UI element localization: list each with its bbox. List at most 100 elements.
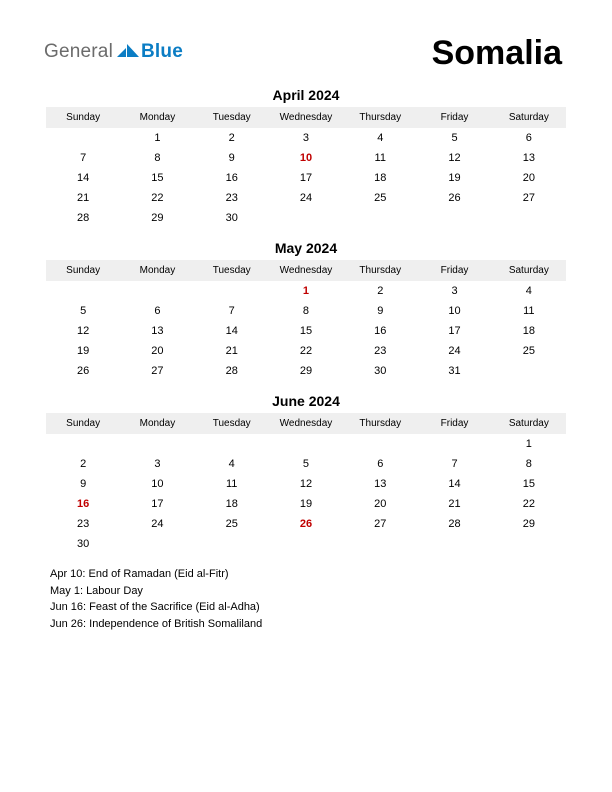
day-cell: 25 [492,341,566,361]
weekday-header: Sunday [46,413,120,434]
calendar-row: 2345678 [46,454,566,474]
calendar-row: 262728293031 [46,361,566,381]
calendar-row: 21222324252627 [46,188,566,208]
day-cell: 12 [46,321,120,341]
day-cell: 7 [195,301,269,321]
day-cell: 16 [195,168,269,188]
day-cell [195,434,269,454]
calendar-month: April 2024 SundayMondayTuesdayWednesdayTh… [46,87,566,228]
day-cell: 21 [417,494,491,514]
calendar-row: 12131415161718 [46,321,566,341]
calendar-month: June 2024SundayMondayTuesdayWednesdayThu… [46,393,566,554]
day-cell: 19 [46,341,120,361]
day-cell [269,434,343,454]
calendar-month: May 2024SundayMondayTuesdayWednesdayThur… [46,240,566,381]
day-cell [120,281,194,301]
weekday-header: Saturday [492,107,566,128]
day-cell [417,434,491,454]
day-cell: 11 [343,148,417,168]
page-header: General Blue Somalia [44,34,568,73]
day-cell: 8 [492,454,566,474]
day-cell-holiday: 10 [269,148,343,168]
day-cell: 29 [269,361,343,381]
day-cell: 15 [492,474,566,494]
weekday-header: Monday [120,260,194,281]
calendar-row: 9101112131415 [46,474,566,494]
day-cell: 30 [343,361,417,381]
holidays-list: Apr 10: End of Ramadan (Eid al-Fitr)May … [44,566,568,632]
calendar-row: 1 [46,434,566,454]
weekday-header: Thursday [343,413,417,434]
day-cell [343,208,417,228]
month-title: May 2024 [46,240,566,256]
day-cell: 5 [417,128,491,148]
day-cell: 5 [46,301,120,321]
holiday-line: Apr 10: End of Ramadan (Eid al-Fitr) [50,566,568,583]
day-cell [195,281,269,301]
calendar-row: 123456 [46,128,566,148]
calendar-row: 282930 [46,208,566,228]
day-cell: 30 [46,534,120,554]
day-cell: 28 [46,208,120,228]
month-title: April 2024 [46,87,566,103]
day-cell: 30 [195,208,269,228]
day-cell: 18 [343,168,417,188]
day-cell: 22 [269,341,343,361]
day-cell: 14 [46,168,120,188]
day-cell: 14 [417,474,491,494]
day-cell: 2 [195,128,269,148]
day-cell: 13 [343,474,417,494]
month-title: June 2024 [46,393,566,409]
logo-arrow-icon [117,40,139,63]
day-cell: 25 [195,514,269,534]
day-cell: 26 [46,361,120,381]
weekday-header: Thursday [343,107,417,128]
day-cell: 26 [417,188,491,208]
day-cell: 31 [417,361,491,381]
day-cell: 1 [492,434,566,454]
day-cell: 23 [195,188,269,208]
country-title: Somalia [432,34,568,73]
day-cell: 17 [269,168,343,188]
day-cell [120,534,194,554]
holiday-line: May 1: Labour Day [50,583,568,600]
day-cell: 24 [417,341,491,361]
day-cell: 2 [343,281,417,301]
day-cell: 27 [492,188,566,208]
calendar-table: SundayMondayTuesdayWednesdayThursdayFrid… [46,107,566,228]
day-cell: 22 [120,188,194,208]
calendar-row: 1234 [46,281,566,301]
day-cell: 15 [269,321,343,341]
day-cell: 15 [120,168,194,188]
day-cell: 13 [120,321,194,341]
day-cell: 21 [195,341,269,361]
weekday-header: Friday [417,260,491,281]
day-cell: 29 [492,514,566,534]
day-cell: 18 [492,321,566,341]
day-cell: 22 [492,494,566,514]
day-cell: 21 [46,188,120,208]
day-cell-holiday: 26 [269,514,343,534]
logo-text-blue: Blue [141,41,183,63]
day-cell [492,361,566,381]
day-cell: 17 [417,321,491,341]
weekday-header: Friday [417,413,491,434]
calendar-row: 16171819202122 [46,494,566,514]
weekday-header: Tuesday [195,107,269,128]
day-cell: 4 [343,128,417,148]
weekday-header: Wednesday [269,107,343,128]
weekday-header: Thursday [343,260,417,281]
calendars-container: April 2024SundayMondayTuesdayWednesdayTh… [44,87,568,554]
day-cell [269,208,343,228]
day-cell [492,208,566,228]
day-cell: 7 [417,454,491,474]
brand-logo: General Blue [44,34,183,63]
day-cell: 25 [343,188,417,208]
holiday-line: Jun 26: Independence of British Somalila… [50,616,568,633]
calendar-row: 30 [46,534,566,554]
day-cell [417,534,491,554]
day-cell: 17 [120,494,194,514]
day-cell: 23 [343,341,417,361]
weekday-header: Tuesday [195,413,269,434]
day-cell: 9 [343,301,417,321]
